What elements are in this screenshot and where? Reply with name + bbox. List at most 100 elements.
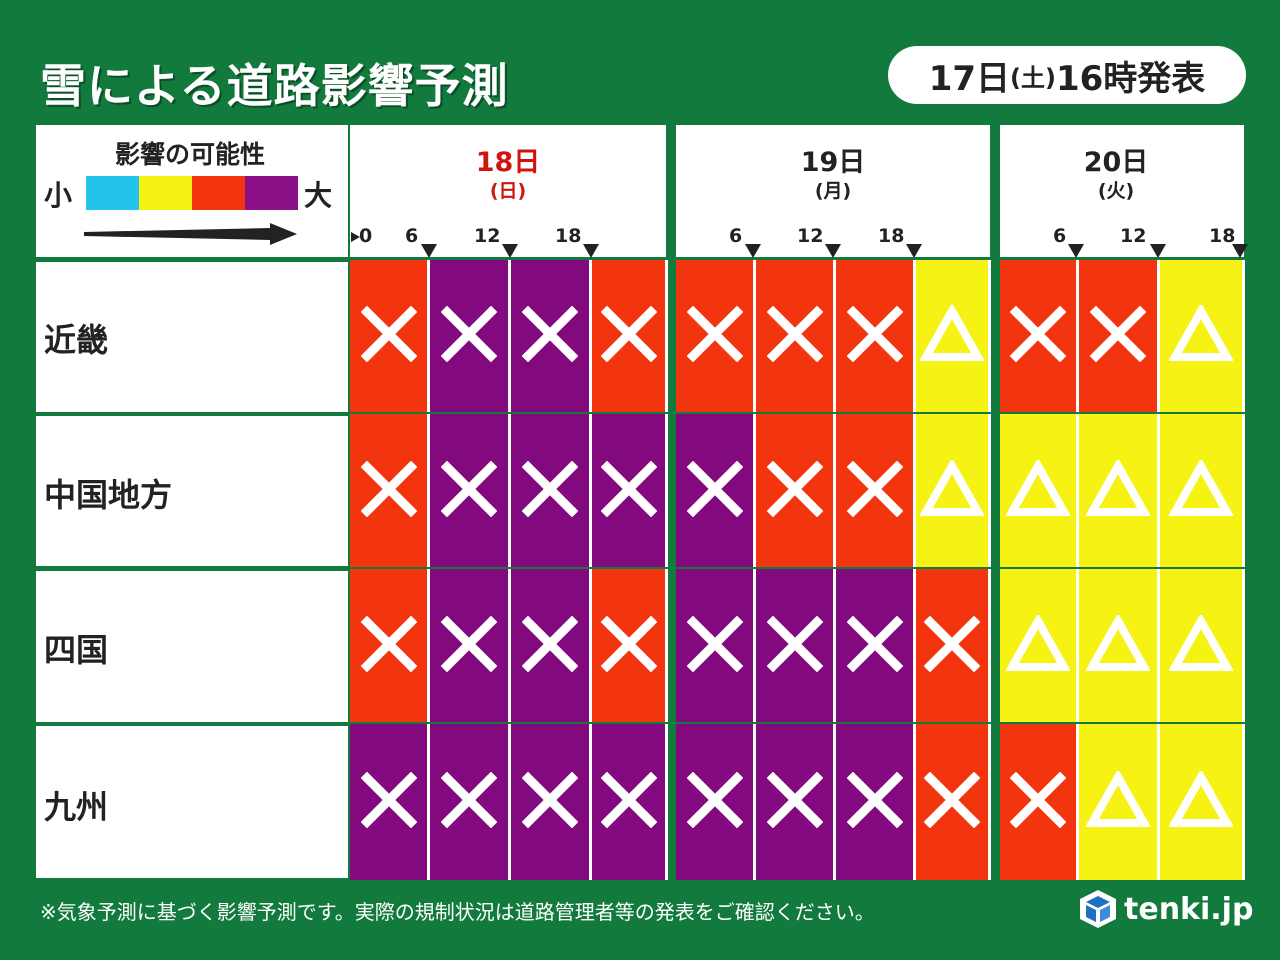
triangle-mark-icon — [1005, 612, 1071, 677]
region-cell-1 — [36, 416, 348, 566]
triangle-mark-icon — [1085, 457, 1151, 522]
cross-mark-icon — [923, 615, 981, 676]
cross-mark-icon — [1009, 771, 1067, 832]
legend-swatch — [192, 176, 245, 210]
heatmap-cell — [1079, 569, 1160, 722]
heatmap-cell — [1079, 260, 1160, 412]
cross-mark-icon — [360, 771, 417, 832]
cross-mark-icon — [521, 771, 579, 832]
triangle-mark-icon — [1168, 612, 1234, 677]
issued-day: 17日 — [928, 58, 1011, 99]
triangle-mark-icon — [1085, 612, 1151, 677]
heatmap-cell — [756, 569, 836, 722]
heatmap-cell — [756, 414, 836, 567]
day-label-20: 20日 — [1083, 147, 1149, 178]
legend-color-scale — [86, 176, 298, 210]
cross-mark-icon — [923, 771, 981, 832]
heatmap-cell — [350, 414, 430, 567]
cross-mark-icon — [440, 615, 498, 676]
heatmap-cell — [1000, 414, 1079, 567]
footnote: ※気象予測に基づく影響予測です。実際の規制状況は道路管理者等の発表をご確認くださ… — [40, 900, 875, 924]
tick-marker — [351, 232, 360, 242]
tick-label: 6 — [729, 225, 743, 247]
tenki-logo: tenki.jp — [1078, 888, 1253, 930]
tick-label: 18 — [555, 225, 582, 247]
legend-low-label: 小 — [44, 179, 73, 212]
tick-label: 6 — [1053, 225, 1067, 247]
heatmap-cell — [430, 724, 511, 880]
heatmap-cell — [916, 260, 991, 412]
heatmap-cell — [511, 569, 592, 722]
heatmap-cell — [592, 414, 668, 567]
tick-label: 12 — [1120, 225, 1147, 247]
tick-label: 18 — [878, 225, 905, 247]
cross-mark-icon — [686, 615, 743, 676]
cross-mark-icon — [686, 305, 743, 366]
tick-label: 12 — [474, 225, 501, 247]
heatmap-cell — [592, 260, 668, 412]
cross-mark-icon — [521, 460, 579, 521]
issued-time: 16時発表 — [1055, 58, 1206, 99]
tick-marker — [745, 244, 761, 258]
heatmap-cell — [430, 414, 511, 567]
legend-swatch — [245, 176, 298, 210]
cross-mark-icon — [846, 460, 903, 521]
heatmap-cell — [676, 260, 756, 412]
cross-mark-icon — [600, 771, 657, 832]
cross-mark-icon — [766, 615, 823, 676]
heatmap-cell — [430, 569, 511, 722]
heatmap-cell — [350, 260, 430, 412]
heatmap-cell — [1079, 724, 1160, 880]
cross-mark-icon — [360, 305, 417, 366]
heatmap-cell — [1160, 414, 1245, 567]
tenki-logo-icon — [1080, 890, 1116, 928]
heatmap-cell — [756, 724, 836, 880]
heatmap-cell — [1000, 260, 1079, 412]
tick-marker — [906, 244, 922, 258]
heatmap-cell — [1160, 569, 1245, 722]
chart-title: 雪による道路影響予測 — [40, 59, 509, 113]
cross-mark-icon — [440, 305, 498, 366]
heatmap-cell — [350, 724, 430, 880]
tick-marker — [1150, 244, 1166, 258]
day-header-18 — [350, 125, 666, 257]
cross-mark-icon — [360, 460, 417, 521]
day-label-18: 18日 — [475, 147, 541, 178]
tick-label: 0 — [359, 225, 373, 247]
cross-mark-icon — [766, 460, 823, 521]
triangle-mark-icon — [919, 302, 985, 367]
triangle-mark-icon — [1168, 302, 1234, 367]
tick-label: 18 — [1209, 225, 1236, 247]
tick-marker — [1068, 244, 1084, 258]
cross-mark-icon — [766, 771, 823, 832]
heatmap-cell — [1000, 569, 1079, 722]
region-cell-3 — [36, 726, 348, 878]
triangle-mark-icon — [1005, 457, 1071, 522]
tick-label: 6 — [405, 225, 419, 247]
heatmap-cell — [430, 260, 511, 412]
day-weekday-20: (火) — [1097, 180, 1135, 202]
legend-title: 影響の可能性 — [114, 140, 265, 169]
triangle-mark-icon — [919, 457, 985, 522]
heatmap-cell — [676, 569, 756, 722]
region-label: 九州 — [44, 788, 109, 826]
heatmap-cell — [836, 569, 916, 722]
cross-mark-icon — [766, 305, 823, 366]
cross-mark-icon — [600, 305, 657, 366]
tick-marker — [421, 244, 437, 258]
heatmap-cell — [836, 414, 916, 567]
heatmap-cell — [676, 724, 756, 880]
cross-mark-icon — [846, 305, 903, 366]
heatmap-cell — [592, 569, 668, 722]
triangle-mark-icon — [1168, 457, 1234, 522]
heatmap-cell — [836, 260, 916, 412]
cross-mark-icon — [600, 460, 657, 521]
day-weekday-19: (月) — [814, 180, 852, 202]
heatmap-cell — [916, 414, 991, 567]
heatmap-cell — [1160, 260, 1245, 412]
cross-mark-icon — [440, 771, 498, 832]
tick-marker — [502, 244, 518, 258]
legend-arrow-icon — [84, 223, 297, 245]
cross-mark-icon — [686, 460, 743, 521]
legend-swatch — [86, 176, 139, 210]
